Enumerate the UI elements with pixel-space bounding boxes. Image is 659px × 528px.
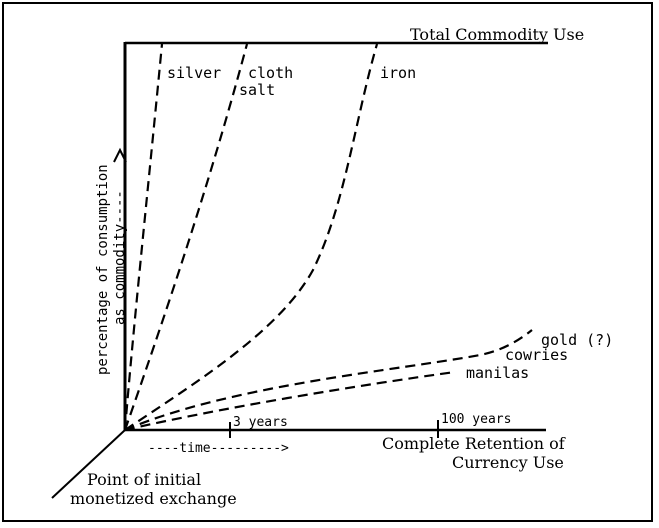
series-line-silver (123, 43, 164, 431)
y-axis-label-line2: as commodity---- (112, 190, 128, 325)
tick-label-3-years: 3 years (233, 415, 288, 430)
y-axis-label-line1: percentage of consumption (95, 164, 111, 375)
x-right-label-line1: Complete Retention of (382, 434, 566, 453)
series-line-iron (124, 43, 379, 431)
origin-label-line1: Point of initial (87, 470, 201, 489)
series-label-manilas: manilas (466, 364, 529, 382)
x-right-label-line2: Currency Use (452, 453, 564, 472)
figure-frame (2, 2, 653, 522)
series-label-cowries: cowries (505, 346, 568, 364)
series-label-iron: iron (380, 64, 416, 82)
series-line-cloth-salt (123, 43, 249, 431)
tick-label-100-years: 100 years (441, 412, 511, 427)
series-label-silver: silver (167, 64, 221, 82)
y-arrow-icon (113, 147, 127, 163)
depth-axis-line (51, 429, 126, 499)
series-label-cloth: cloth (248, 64, 293, 82)
origin-label-line2: monetized exchange (70, 489, 237, 508)
series-label-gold: gold (?) (541, 331, 613, 349)
series-label-salt: salt (239, 81, 275, 99)
top-label: Total Commodity Use (410, 25, 584, 44)
x-axis-time-label: ----time---------> (148, 441, 289, 456)
series-line-gold-cowries (124, 329, 533, 432)
series-line-manilas (124, 370, 456, 432)
